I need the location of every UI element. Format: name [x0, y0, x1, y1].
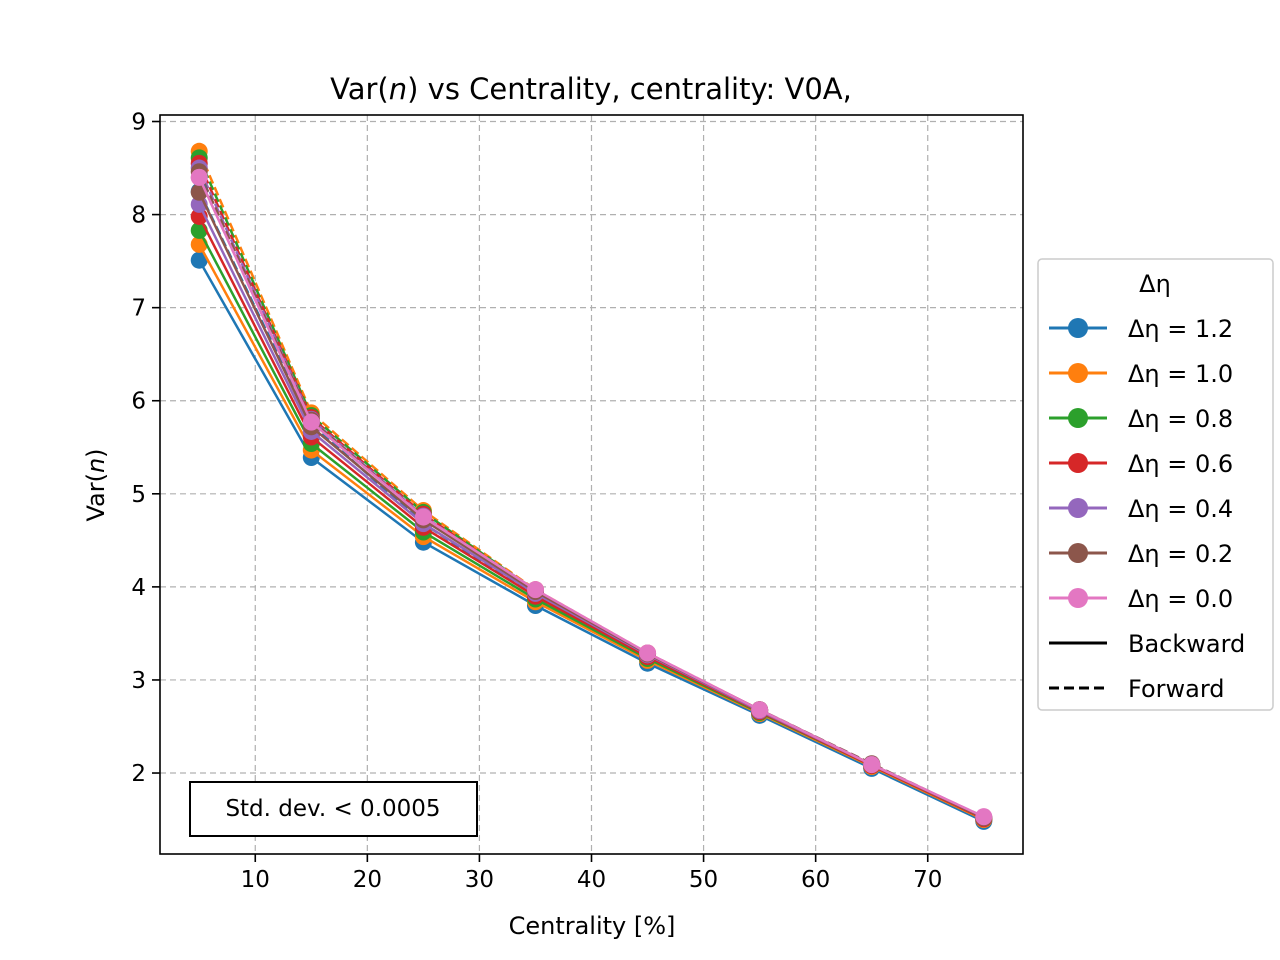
- legend-title: Δη: [1139, 270, 1171, 298]
- legend-label: Δη = 1.2: [1128, 315, 1233, 343]
- backward-point: [190, 251, 208, 269]
- legend-swatch-marker: [1068, 318, 1088, 338]
- y-axis-label-pre: Var(: [82, 473, 110, 522]
- legend-style-label: Forward: [1128, 675, 1225, 703]
- legend-swatch-marker: [1068, 453, 1088, 473]
- legend-label: Δη = 0.6: [1128, 450, 1233, 478]
- legend-swatch-marker: [1068, 363, 1088, 383]
- backward-point: [863, 756, 881, 774]
- plot-frame: [159, 114, 1024, 855]
- y-tick-label: 3: [131, 668, 146, 694]
- y-tick-label: 2: [131, 761, 146, 787]
- backward-point: [302, 413, 320, 431]
- series-group: [190, 142, 993, 830]
- backward-point: [526, 581, 544, 599]
- y-tick-label: 8: [131, 203, 146, 229]
- x-axis-label: Centrality [%]: [509, 912, 676, 940]
- legend-label: Δη = 0.2: [1128, 540, 1233, 568]
- chart-title-var: n: [389, 72, 407, 106]
- y-axis-label-post: ): [82, 448, 110, 457]
- x-tick-label: 10: [241, 867, 270, 893]
- x-tick-label: 50: [689, 867, 718, 893]
- backward-point: [414, 508, 432, 526]
- legend-swatch-marker: [1068, 588, 1088, 608]
- legend-swatch-marker: [1068, 543, 1088, 563]
- y-tick-label: 4: [131, 575, 146, 601]
- annotation-box: Std. dev. < 0.0005: [189, 781, 478, 837]
- backward-point: [751, 701, 769, 719]
- chart-title-post: ) vs Centrality, centrality: V0A,: [407, 72, 852, 106]
- legend-label: Δη = 0.8: [1128, 405, 1233, 433]
- series-backward-line: [198, 176, 985, 818]
- x-tick-label: 20: [353, 867, 382, 893]
- legend-label: Δη = 1.0: [1128, 360, 1233, 388]
- y-axis-label-var: n: [82, 458, 110, 473]
- backward-point: [190, 168, 208, 186]
- chart-title: Var(n) vs Centrality, centrality: V0A,: [330, 72, 852, 106]
- x-tick-label: 70: [913, 867, 942, 893]
- legend: Δη Δη = 1.2 Δη = 1.0 Δη = 0.8 Δη = 0.6 Δη = …: [1037, 258, 1274, 711]
- y-axis-label: Var(n): [82, 448, 110, 521]
- y-tick-label: 7: [131, 296, 146, 322]
- legend-label: Δη = 0.0: [1128, 585, 1233, 613]
- legend-swatch-marker: [1068, 498, 1088, 518]
- axes: 10 20 30 40 50 60 70 2 3 4 5 6 7 8 9: [131, 110, 942, 893]
- x-tick-label: 60: [801, 867, 830, 893]
- x-tick-label: 40: [577, 867, 606, 893]
- y-tick-label: 6: [131, 389, 146, 415]
- legend-swatch-marker: [1068, 408, 1088, 428]
- backward-point: [975, 808, 993, 826]
- series-backward-line: [198, 259, 985, 823]
- x-tick-label: 30: [465, 867, 494, 893]
- grid: [160, 115, 1023, 854]
- backward-point: [639, 644, 657, 662]
- annotation-text: Std. dev. < 0.0005: [225, 796, 440, 822]
- legend-style-label: Backward: [1128, 630, 1245, 658]
- chart-title-pre: Var(: [330, 72, 389, 106]
- y-tick-label: 5: [131, 482, 146, 508]
- y-tick-label: 9: [131, 110, 146, 136]
- legend-label: Δη = 0.4: [1128, 495, 1233, 523]
